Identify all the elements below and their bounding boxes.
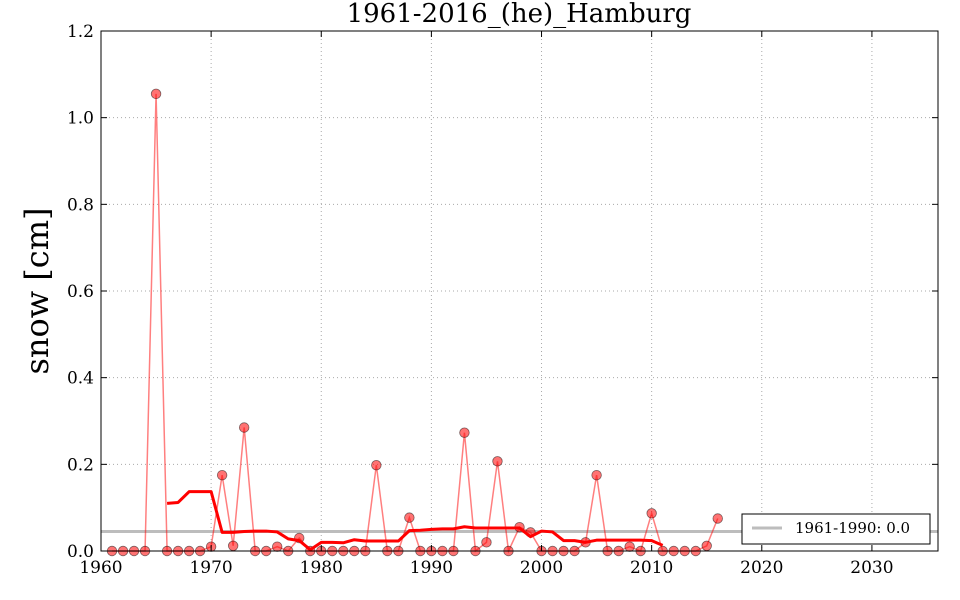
x-tick-label: 2010: [630, 558, 673, 578]
data-point: [481, 537, 492, 548]
data-point: [227, 540, 239, 552]
chart-title: 1961-2016_(he)_Hamburg: [347, 0, 692, 29]
legend-label: 1961-1990: 0.0: [795, 519, 910, 537]
x-tick-label: 1960: [79, 558, 122, 578]
running-mean-series: [166, 490, 664, 552]
data-point: [624, 541, 635, 552]
data-point: [646, 508, 657, 519]
data-point: [591, 469, 602, 481]
data-point: [459, 427, 470, 438]
data-point: [238, 422, 250, 433]
x-tick-label: 2020: [740, 558, 783, 578]
y-tick-label: 0.8: [67, 195, 94, 215]
y-tick-label: 0.6: [67, 282, 94, 302]
x-tick-label: 1970: [189, 558, 232, 578]
data-point: [701, 540, 712, 552]
data-point: [712, 513, 723, 524]
data-point: [371, 460, 382, 471]
x-tick-label: 1990: [410, 558, 453, 578]
x-tick-label: 1980: [300, 558, 343, 578]
data-point: [272, 541, 283, 552]
legend: 1961-1990: 0.0: [741, 513, 931, 545]
x-tick-label: 2030: [850, 558, 893, 578]
y-tick-label: 0.2: [67, 455, 94, 475]
data-point: [492, 456, 503, 467]
y-tick-label: 1.0: [67, 109, 94, 129]
y-tick-label: 0.4: [67, 369, 94, 389]
x-tick-label: 2000: [520, 558, 563, 578]
data-point: [404, 512, 415, 523]
data-point: [150, 88, 162, 100]
y-axis-label: snow [cm]: [18, 207, 56, 374]
y-tick-label: 0.0: [67, 542, 94, 562]
y-tick-label: 1.2: [67, 22, 94, 42]
running-mean-line: [166, 490, 664, 552]
data-point: [216, 469, 228, 481]
axis-ticks: 1960 1970 1980 1990 2000 2010 2020 2030 0.0 0.2 0.…: [67, 22, 938, 578]
plot-frame: [100, 30, 939, 552]
